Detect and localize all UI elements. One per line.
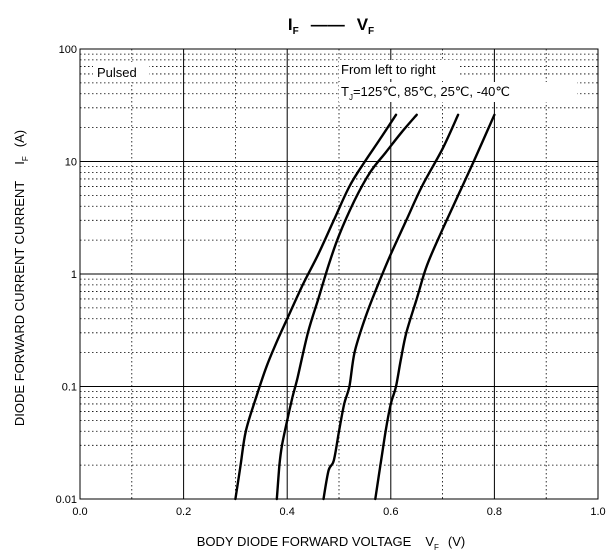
x-tick-label: 1.0 bbox=[590, 506, 605, 518]
x-axis-sub: F bbox=[434, 543, 439, 552]
temps-list: =125℃, 85℃, 25℃, -40℃ bbox=[353, 84, 510, 99]
if-vf-curve-2 bbox=[275, 113, 418, 501]
y-tick-label: 0.1 bbox=[62, 382, 77, 394]
x-tick-label: 0.2 bbox=[176, 506, 191, 518]
y-tick-labels: 0.01 0.1 1 10 100 bbox=[56, 44, 77, 506]
title-dash: —— bbox=[311, 15, 345, 34]
x-axis-label: BODY DIODE FORWARD VOLTAGE VF (V) bbox=[197, 534, 465, 552]
tj-symbol: T bbox=[341, 84, 349, 99]
y-axis-sub: F bbox=[21, 156, 30, 161]
x-axis-unit: (V) bbox=[448, 534, 465, 549]
title-if: I bbox=[288, 15, 293, 34]
if-vf-curve-1 bbox=[234, 113, 398, 501]
curves bbox=[234, 113, 496, 501]
pulsed-label: Pulsed bbox=[97, 65, 137, 80]
y-tick-label: 0.01 bbox=[56, 494, 77, 506]
x-tick-labels: 0.0 0.2 0.4 0.6 0.8 1.0 bbox=[72, 506, 605, 518]
title-vf-sub: F bbox=[368, 26, 374, 37]
tj-sub: J bbox=[349, 93, 353, 102]
if-vf-curve-3 bbox=[322, 113, 460, 501]
title-vf: V bbox=[357, 15, 369, 34]
chart-title: IF —— VF bbox=[288, 15, 374, 37]
temps-label: TJ=125℃, 85℃, 25℃, -40℃ bbox=[341, 84, 510, 102]
x-tick-label: 0.0 bbox=[72, 506, 87, 518]
x-tick-label: 0.4 bbox=[280, 506, 295, 518]
plot-frame bbox=[79, 48, 599, 500]
if-vf-curve-4 bbox=[374, 113, 496, 501]
x-axis-symbol: V bbox=[425, 534, 434, 549]
y-tick-label: 1 bbox=[71, 269, 77, 281]
y-tick-label: 100 bbox=[59, 44, 77, 56]
y-axis-unit: (A) bbox=[12, 130, 27, 147]
pulsed-label-bg bbox=[93, 62, 149, 82]
major-grid bbox=[80, 49, 598, 499]
temps-label-bg bbox=[339, 82, 577, 102]
x-axis-text: BODY DIODE FORWARD VOLTAGE bbox=[197, 534, 412, 549]
order-label: From left to right bbox=[341, 62, 436, 77]
title-if-sub: F bbox=[293, 26, 299, 37]
y-tick-label: 10 bbox=[65, 157, 77, 169]
x-tick-label: 0.8 bbox=[487, 506, 502, 518]
order-label-bg bbox=[339, 60, 459, 79]
x-tick-label: 0.6 bbox=[383, 506, 398, 518]
y-axis-label: DIODE FORWARD CURRENT CURRENT IF (A) bbox=[12, 130, 30, 426]
y-axis-text: DIODE FORWARD CURRENT CURRENT bbox=[12, 181, 27, 426]
y-axis-symbol: I bbox=[12, 161, 27, 165]
